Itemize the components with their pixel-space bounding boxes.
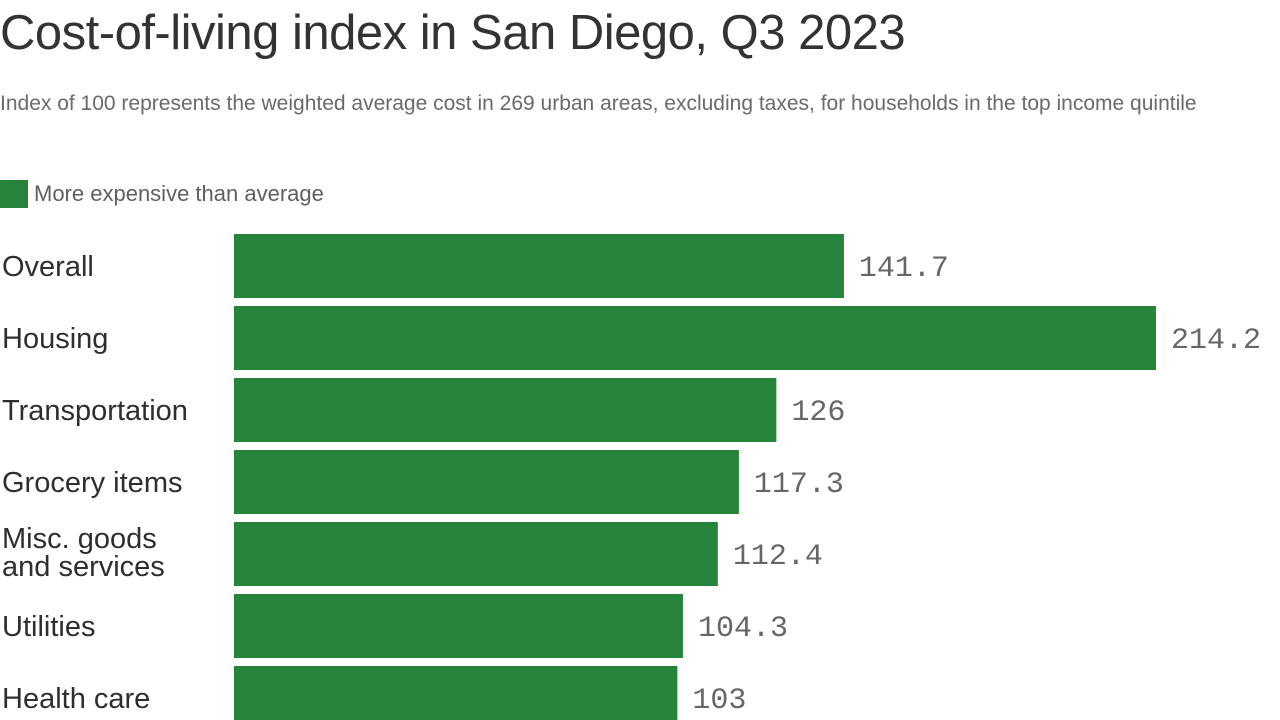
chart-subtitle: Index of 100 represents the weighted ave…	[0, 92, 1197, 115]
legend-label: More expensive than average	[34, 181, 324, 206]
category-label: Utilities	[2, 611, 95, 643]
bar-3	[234, 450, 739, 514]
value-label: 141.7	[859, 252, 949, 286]
value-label: 112.4	[733, 540, 823, 574]
value-label: 117.3	[754, 468, 844, 502]
value-label: 104.3	[698, 612, 788, 646]
legend: More expensive than average	[0, 178, 324, 210]
category-label: Misc. goods and services	[2, 523, 165, 583]
value-label: 214.2	[1171, 324, 1261, 358]
bar-4	[234, 522, 718, 586]
category-label: Grocery items	[2, 467, 182, 499]
bar-6	[234, 666, 678, 720]
category-label: Transportation	[2, 395, 188, 427]
bar-5	[234, 594, 683, 658]
legend-swatch	[0, 180, 28, 208]
bar-0	[234, 234, 844, 298]
chart-title: Cost-of-living index in San Diego, Q3 20…	[0, 6, 906, 60]
category-label: Housing	[2, 323, 108, 355]
category-label: Overall	[2, 251, 94, 283]
value-label: 126	[791, 396, 845, 430]
category-label: Health care	[2, 683, 150, 715]
value-label: 103	[692, 684, 746, 718]
bar-2	[234, 378, 777, 442]
bar-1	[234, 306, 1156, 370]
